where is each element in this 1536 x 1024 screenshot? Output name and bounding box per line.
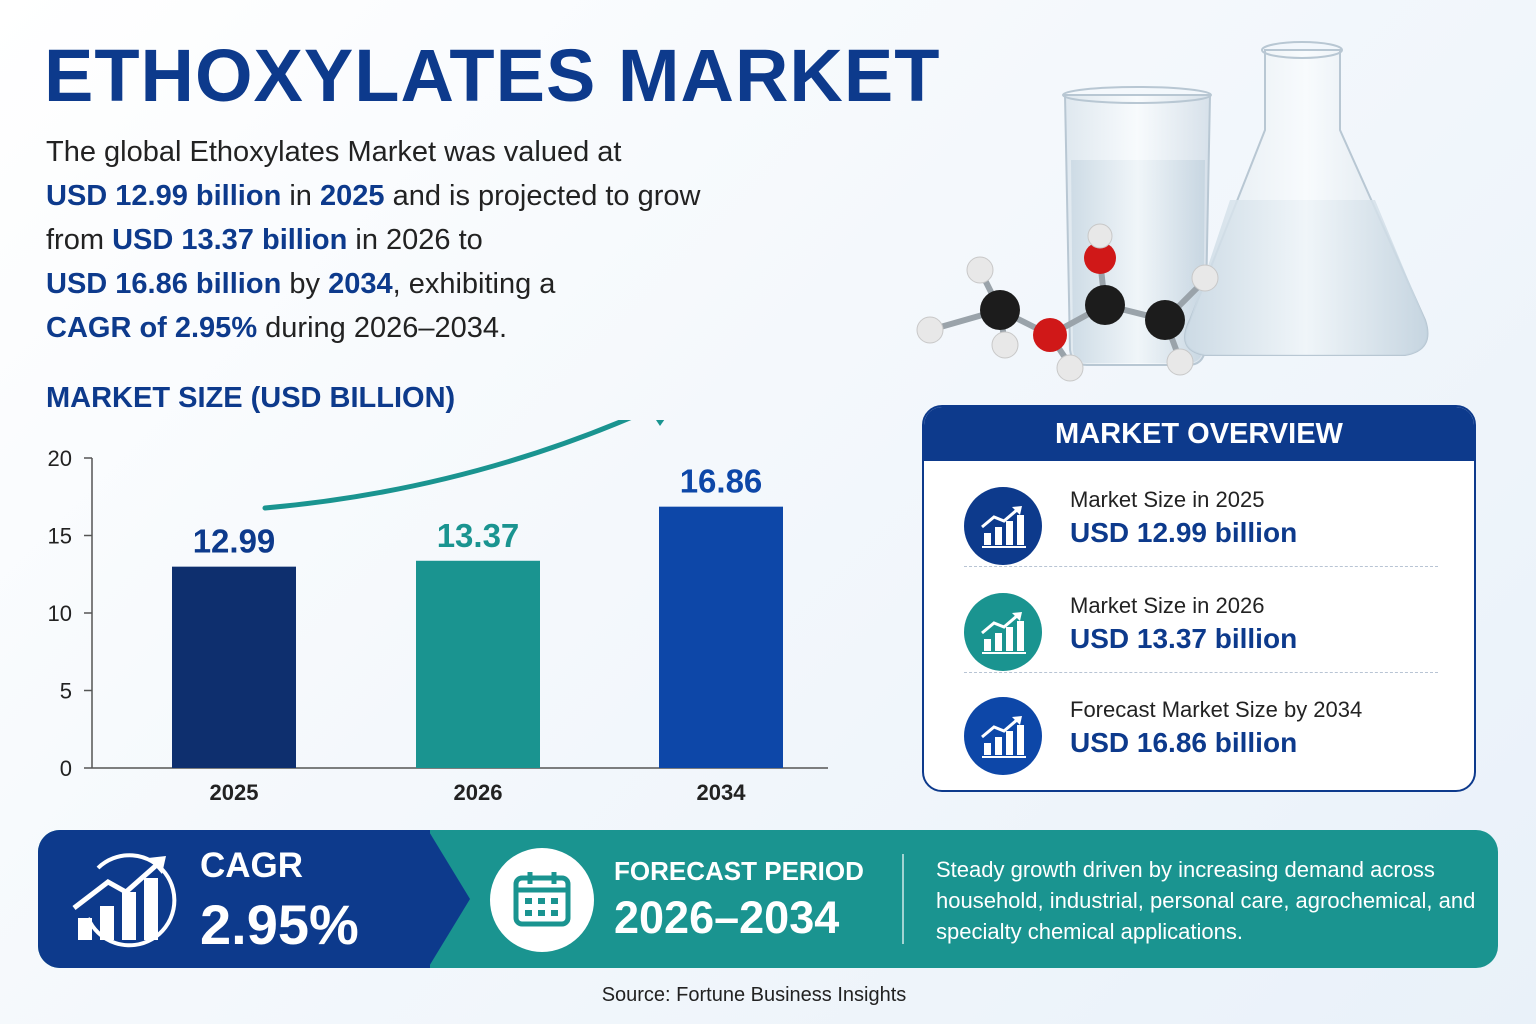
banner-divider: [902, 854, 904, 944]
x-tick-label-2026: 2026: [454, 780, 503, 805]
summary-banner: CAGR 2.95% FORECAST PERIOD 2026–2034 Ste…: [38, 830, 1498, 968]
overview-item-label: Market Size in 2025: [1070, 487, 1265, 512]
data-label-2034: 16.86: [680, 463, 763, 500]
growth-chart-icon: [72, 853, 177, 948]
intro-segment: in 2026 to: [355, 224, 483, 256]
bar-2026: [416, 560, 540, 768]
overview-item-value: USD 12.99 billion: [1070, 517, 1298, 548]
intro-value-2025: USD 12.99 billion: [46, 180, 282, 212]
bar-2025: [172, 566, 296, 768]
overview-item: Forecast Market Size by 2034 USD 16.86 bi…: [964, 673, 1438, 777]
overview-item-value: USD 16.86 billion: [1070, 727, 1298, 758]
chart-title: MARKET SIZE (USD BILLION): [46, 382, 456, 414]
intro-cagr: CAGR of 2.95%: [46, 312, 258, 344]
bar-2034: [659, 506, 783, 768]
y-tick-label: 15: [48, 524, 72, 549]
intro-value-2026: USD 13.37 billion: [112, 224, 348, 256]
growth-chart-icon: [964, 593, 1042, 671]
intro-year-2025: 2025: [320, 180, 385, 212]
y-tick-label: 10: [48, 601, 72, 626]
market-size-bar-chart: 0 5 10 15 20 12.99 2025 13.37 2026 16.86 2034: [48, 420, 828, 805]
overview-heading: MARKET OVERVIEW: [924, 407, 1474, 461]
market-overview-card: MARKET OVERVIEW Market Size in 2025 USD 1…: [922, 405, 1476, 792]
intro-segment: and is projected to grow from: [46, 180, 701, 256]
intro-year-2034: 2034: [328, 268, 393, 300]
intro-segment: by: [289, 268, 320, 300]
growth-chart-icon: [981, 506, 1026, 548]
y-tick-label: 5: [60, 679, 72, 704]
intro-segment: The global Ethoxylates Market was valued…: [46, 136, 622, 168]
growth-chart-icon: [964, 697, 1042, 775]
overview-item-value: USD 13.37 billion: [1070, 623, 1298, 654]
data-label-2026: 13.37: [437, 517, 520, 554]
lab-glassware-illustration: [916, 41, 1429, 382]
calendar-icon: [513, 872, 571, 927]
overview-item: Market Size in 2026 USD 13.37 billion: [964, 569, 1438, 673]
cagr-label: CAGR: [200, 846, 304, 885]
overview-item-label: Market Size in 2026: [1070, 593, 1265, 618]
forecast-period-value: 2026–2034: [614, 892, 840, 943]
intro-segment: during 2026–2034.: [265, 312, 508, 344]
growth-chart-icon: [964, 487, 1042, 565]
overview-item: Market Size in 2025 USD 12.99 billion: [964, 463, 1438, 567]
source-note: Source: Fortune Business Insights: [601, 984, 907, 1006]
growth-trend-arrow: [262, 420, 665, 511]
cagr-value: 2.95%: [200, 893, 359, 956]
page-title: ETHOXYLATES MARKET: [44, 34, 941, 117]
forecast-period-label: FORECAST PERIOD: [614, 856, 864, 886]
growth-chart-icon: [981, 716, 1026, 758]
growth-description: Steady growth driven by increasing deman…: [936, 857, 1476, 944]
growth-chart-icon: [981, 612, 1026, 654]
cagr-panel: CAGR 2.95%: [38, 830, 430, 968]
overview-item-label: Forecast Market Size by 2034: [1070, 697, 1363, 722]
y-tick-label: 0: [60, 756, 72, 781]
calendar-badge: [490, 848, 594, 952]
banner-chevron: [428, 830, 470, 968]
x-tick-label-2034: 2034: [697, 780, 747, 805]
data-label-2025: 12.99: [193, 523, 276, 560]
intro-segment: , exhibiting a: [392, 268, 556, 300]
arrow-head-icon: [656, 420, 665, 426]
flask-icon: [1184, 41, 1429, 356]
intro-text: The global Ethoxylates Market was valued…: [46, 130, 726, 350]
x-tick-label-2025: 2025: [210, 780, 259, 805]
intro-segment: in: [289, 180, 312, 212]
intro-value-2034: USD 16.86 billion: [46, 268, 282, 300]
y-tick-label: 20: [48, 446, 72, 471]
molecule-icon: [916, 223, 1219, 382]
